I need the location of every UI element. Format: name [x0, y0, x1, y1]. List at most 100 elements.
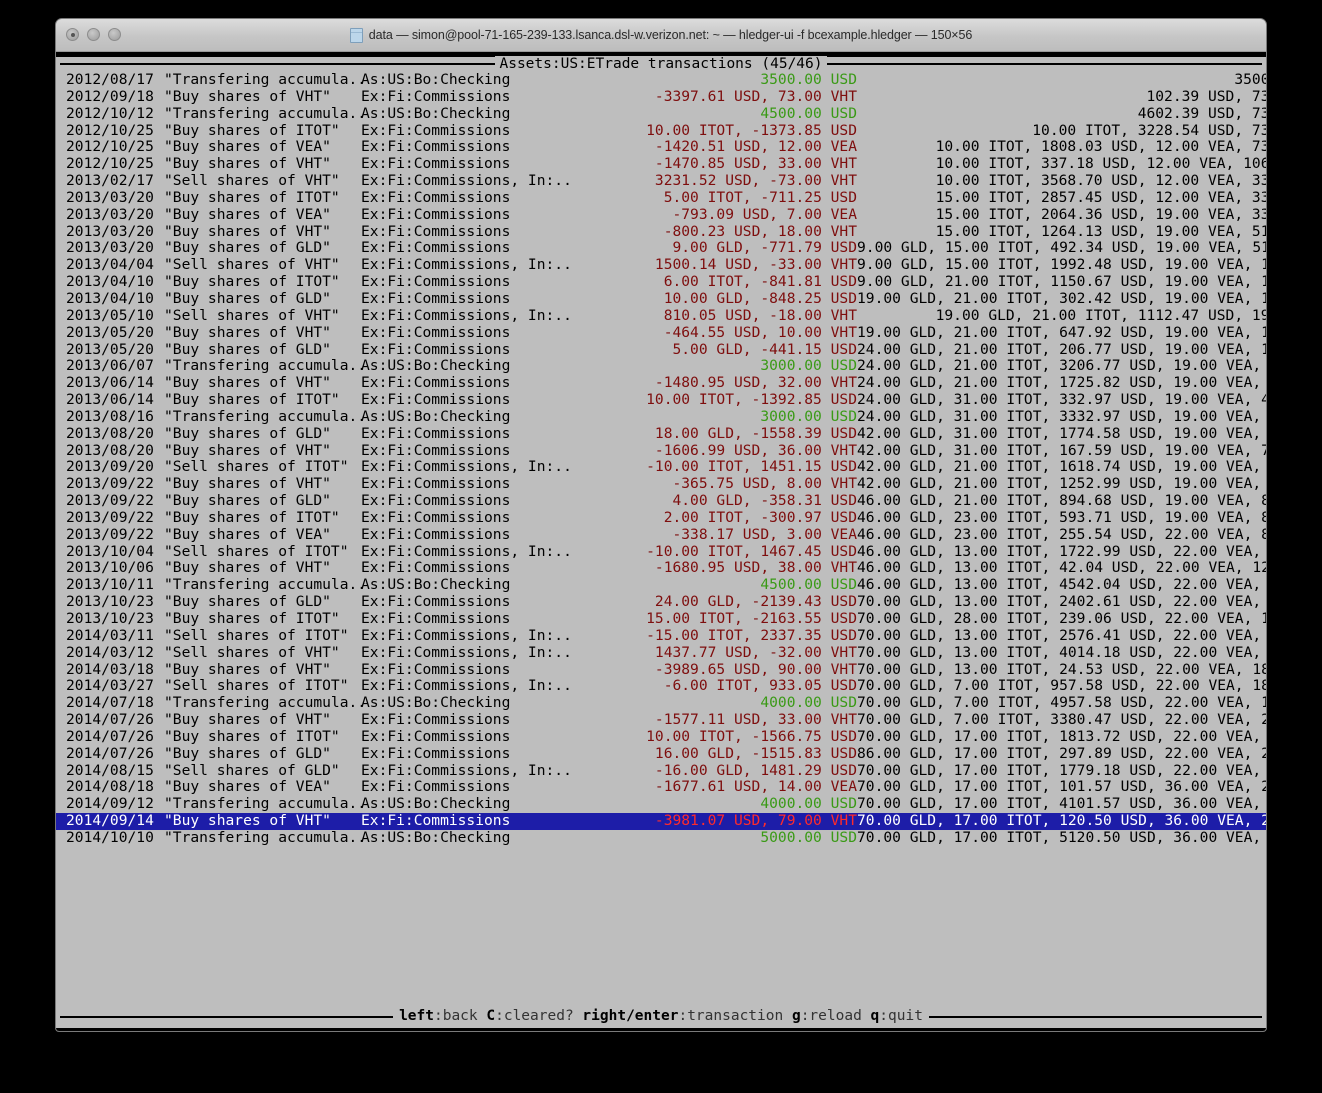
table-row[interactable]: 2013/03/20 "Buy shares of VEA" Ex:Fi:Commi… — [56, 206, 1266, 224]
cell-change: 5.00 GLD, -441.15 USD — [672, 340, 857, 358]
table-row[interactable]: 2013/04/10 "Buy shares of GLD" Ex:Fi:Commi… — [56, 289, 1266, 308]
cell-change: 24.00 GLD, -2139.43 USD — [654, 593, 857, 611]
cell-balance: 19.00 GLD, 21.00 ITOT, 647.92 USD, 19.00… — [857, 323, 1266, 341]
cell-change: -464.55 USD, 10.00 VHT — [663, 323, 857, 341]
table-row[interactable]: 2013/09/22 "Buy shares of VHT" Ex:Fi:Commi… — [56, 475, 1266, 493]
cell-change: 1500.14 USD, -33.00 VHT — [654, 256, 857, 274]
table-row[interactable]: 2012/08/17 "Transfering accumula..As:US:B… — [56, 72, 1266, 89]
table-row[interactable]: 2013/10/04 "Sell shares of ITOT" Ex:Fi:Com… — [56, 542, 1266, 561]
table-row[interactable]: 2012/10/12 "Transfering accumula..As:US:B… — [56, 104, 1266, 123]
table-row[interactable]: 2013/04/04 "Sell shares of VHT" Ex:Fi:Comm… — [56, 256, 1266, 274]
table-row[interactable]: 2014/07/26 "Buy shares of VHT" Ex:Fi:Commi… — [56, 711, 1266, 729]
cell-date: 2014/10/10 — [66, 828, 154, 846]
status-bar: left:back C:cleared? right/enter:transac… — [56, 1004, 1266, 1031]
table-row[interactable]: 2013/06/07 "Transfering accumula..As:US:B… — [56, 357, 1266, 375]
table-row[interactable]: 2013/09/22 "Buy shares of ITOT" Ex:Fi:Comm… — [56, 509, 1266, 527]
cell-change: -365.75 USD, 8.00 VHT — [672, 475, 857, 493]
table-row[interactable]: 2013/09/20 "Sell shares of ITOT" Ex:Fi:Com… — [56, 459, 1266, 476]
cell-description: "Transfering accumula.. — [164, 357, 367, 375]
table-row[interactable]: 2014/03/12 "Sell shares of VHT" Ex:Fi:Comm… — [56, 644, 1266, 662]
cell-date: 2013/06/07 — [66, 357, 154, 375]
cell-change: 4500.00 USD — [760, 576, 857, 594]
cell-description: "Buy shares of GLD" — [164, 593, 331, 611]
table-row[interactable]: 2013/02/17 "Sell shares of VHT" Ex:Fi:Comm… — [56, 172, 1266, 190]
table-row[interactable]: 2013/03/20 "Buy shares of GLD" Ex:Fi:Commi… — [56, 240, 1266, 257]
table-row[interactable]: 2012/10/25 "Buy shares of VHT" Ex:Fi:Commi… — [56, 155, 1266, 173]
cell-description: "Buy shares of VEA" — [164, 778, 331, 796]
table-row[interactable]: 2014/03/11 "Sell shares of ITOT" Ex:Fi:Com… — [56, 627, 1266, 645]
table-row[interactable]: 2012/10/25 "Buy shares of VEA" Ex:Fi:Commi… — [56, 139, 1266, 156]
screen-header: Assets:US:ETrade transactions (45/46) — [56, 54, 1266, 74]
table-row[interactable]: 2013/08/20 "Buy shares of GLD" Ex:Fi:Commi… — [56, 424, 1266, 443]
close-button-icon[interactable] — [66, 28, 79, 41]
table-row[interactable]: 2013/10/11 "Transfering accumula..As:US:B… — [56, 576, 1266, 594]
zoom-button-icon[interactable] — [108, 28, 121, 41]
table-row[interactable]: 2013/06/14 "Buy shares of VHT" Ex:Fi:Commi… — [56, 374, 1266, 392]
cell-account: Ex:Fi:Commissions — [361, 87, 511, 105]
table-row[interactable]: 2013/08/16 "Transfering accumula..As:US:B… — [56, 408, 1266, 426]
cell-description: "Buy shares of ITOT" — [164, 121, 340, 139]
cell-date: 2013/04/04 — [66, 256, 154, 274]
transactions-table[interactable]: 2012/08/17 "Transfering accumula.. As:US:B… — [56, 72, 1266, 1002]
cell-description: "Buy shares of ITOT" — [164, 273, 340, 291]
window-titlebar[interactable]: data — simon@pool-71-165-239-133.lsanca.… — [56, 19, 1266, 52]
table-row[interactable]: 2013/03/20 "Buy shares of ITOT" Ex:Fi:Comm… — [56, 189, 1266, 207]
cell-date: 2012/08/17 — [66, 72, 154, 88]
cell-account: Ex:Fi:Commissions, In:.. — [361, 542, 572, 560]
document-icon — [349, 27, 363, 43]
table-row[interactable]: 2014/08/18 "Buy shares of VEA" Ex:Fi:Commi… — [56, 779, 1266, 796]
cell-balance: 15.00 ITOT, 1264.13 USD, 19.00 VEA, 51.0… — [935, 222, 1266, 240]
cell-balance: 19.00 GLD, 21.00 ITOT, 1112.47 USD, 19.0… — [935, 306, 1266, 324]
table-row[interactable]: 2014/03/18 "Buy shares of VHT" Ex:Fi:Commi… — [56, 661, 1266, 679]
cell-balance: 4602.39 USD, 73.00 VHT — [1137, 104, 1266, 122]
cell-change: 6.00 ITOT, -841.81 USD — [663, 273, 857, 291]
cell-change: -1606.99 USD, 36.00 VHT — [654, 441, 857, 459]
status-key: left — [399, 1008, 434, 1024]
table-row[interactable]: 2013/06/14 "Buy shares of ITOT" Ex:Fi:Comm… — [56, 391, 1266, 409]
table-row[interactable]: 2014/07/18 "Transfering accumula..As:US:B… — [56, 694, 1266, 712]
cell-date: 2013/03/20 — [66, 239, 154, 257]
cell-description: "Buy shares of GLD" — [164, 744, 331, 762]
cell-date: 2013/10/23 — [66, 610, 154, 627]
cell-balance: 24.00 GLD, 21.00 ITOT, 206.77 USD, 19.00… — [857, 340, 1266, 358]
table-row[interactable]: 2013/09/22 "Buy shares of VEA" Ex:Fi:Commi… — [56, 526, 1266, 544]
table-row[interactable]: 2013/08/20 "Buy shares of VHT" Ex:Fi:Commi… — [56, 441, 1266, 460]
cell-change: -6.00 ITOT, 933.05 USD — [663, 677, 857, 695]
table-row[interactable]: 2013/10/06 "Buy shares of VHT" Ex:Fi:Commi… — [56, 560, 1266, 577]
window-controls[interactable] — [66, 28, 121, 41]
cell-date: 2013/09/20 — [66, 458, 154, 476]
cell-description: "Buy shares of GLD" — [164, 424, 331, 442]
table-row[interactable]: 2013/05/10 "Sell shares of VHT" Ex:Fi:Comm… — [56, 306, 1266, 325]
table-row[interactable]: 2014/10/10 "Transfering accumula..As:US:B… — [56, 828, 1266, 847]
table-row[interactable]: 2014/07/26 "Buy shares of ITOT" Ex:Fi:Comm… — [56, 728, 1266, 746]
table-row[interactable]: 2014/08/15 "Sell shares of GLD" Ex:Fi:Comm… — [56, 762, 1266, 780]
table-row[interactable]: 2013/05/20 "Buy shares of GLD" Ex:Fi:Commi… — [56, 340, 1266, 359]
table-row[interactable]: 2014/03/27 "Sell shares of ITOT" Ex:Fi:Com… — [56, 678, 1266, 695]
table-row[interactable]: 2014/09/12 "Transfering accumula..As:US:B… — [56, 795, 1266, 813]
cell-balance: 102.39 USD, 73.00 VHT — [1146, 87, 1266, 105]
cell-account: As:US:Bo:Checking — [361, 576, 511, 594]
cell-date: 2013/06/14 — [66, 374, 154, 392]
cell-description: "Buy shares of GLD" — [164, 239, 331, 257]
status-separator: : — [879, 1008, 889, 1024]
table-row[interactable]: 2013/10/23 "Buy shares of ITOT" Ex:Fi:Comm… — [56, 610, 1266, 628]
cell-account: Ex:Fi:Commissions — [361, 289, 511, 307]
status-rule-left — [60, 1016, 415, 1018]
table-row[interactable]: 2013/09/22 "Buy shares of GLD" Ex:Fi:Commi… — [56, 492, 1266, 510]
table-row[interactable]: 2012/10/25 "Buy shares of ITOT" Ex:Fi:Comm… — [56, 121, 1266, 140]
cell-description: "Buy shares of VHT" — [164, 155, 331, 173]
table-row[interactable]: 2013/05/20 "Buy shares of VHT" Ex:Fi:Commi… — [56, 323, 1266, 342]
table-row[interactable]: 2014/09/14 "Buy shares of VHT" Ex:Fi:Commi… — [56, 812, 1266, 830]
status-items: left:back C:cleared? right/enter:transac… — [393, 1008, 929, 1025]
minimize-button-icon[interactable] — [87, 28, 100, 41]
cell-balance: 10.00 ITOT, 3568.70 USD, 12.00 VEA, 33.0… — [935, 172, 1266, 190]
table-row[interactable]: 2013/04/10 "Buy shares of ITOT" Ex:Fi:Comm… — [56, 273, 1266, 291]
cell-account: Ex:Fi:Commissions — [361, 744, 511, 762]
table-row[interactable]: 2013/03/20 "Buy shares of VHT" Ex:Fi:Commi… — [56, 222, 1266, 241]
table-row[interactable]: 2012/09/18 "Buy shares of VHT" Ex:Fi:Commi… — [56, 87, 1266, 106]
header-top-border — [56, 54, 1266, 57]
table-row[interactable]: 2013/10/23 "Buy shares of GLD" Ex:Fi:Commi… — [56, 593, 1266, 611]
cell-date: 2014/07/26 — [66, 744, 154, 762]
table-row[interactable]: 2014/07/26 "Buy shares of GLD" Ex:Fi:Commi… — [56, 744, 1266, 763]
cell-change: -3981.07 USD, 79.00 VHT — [654, 812, 857, 830]
